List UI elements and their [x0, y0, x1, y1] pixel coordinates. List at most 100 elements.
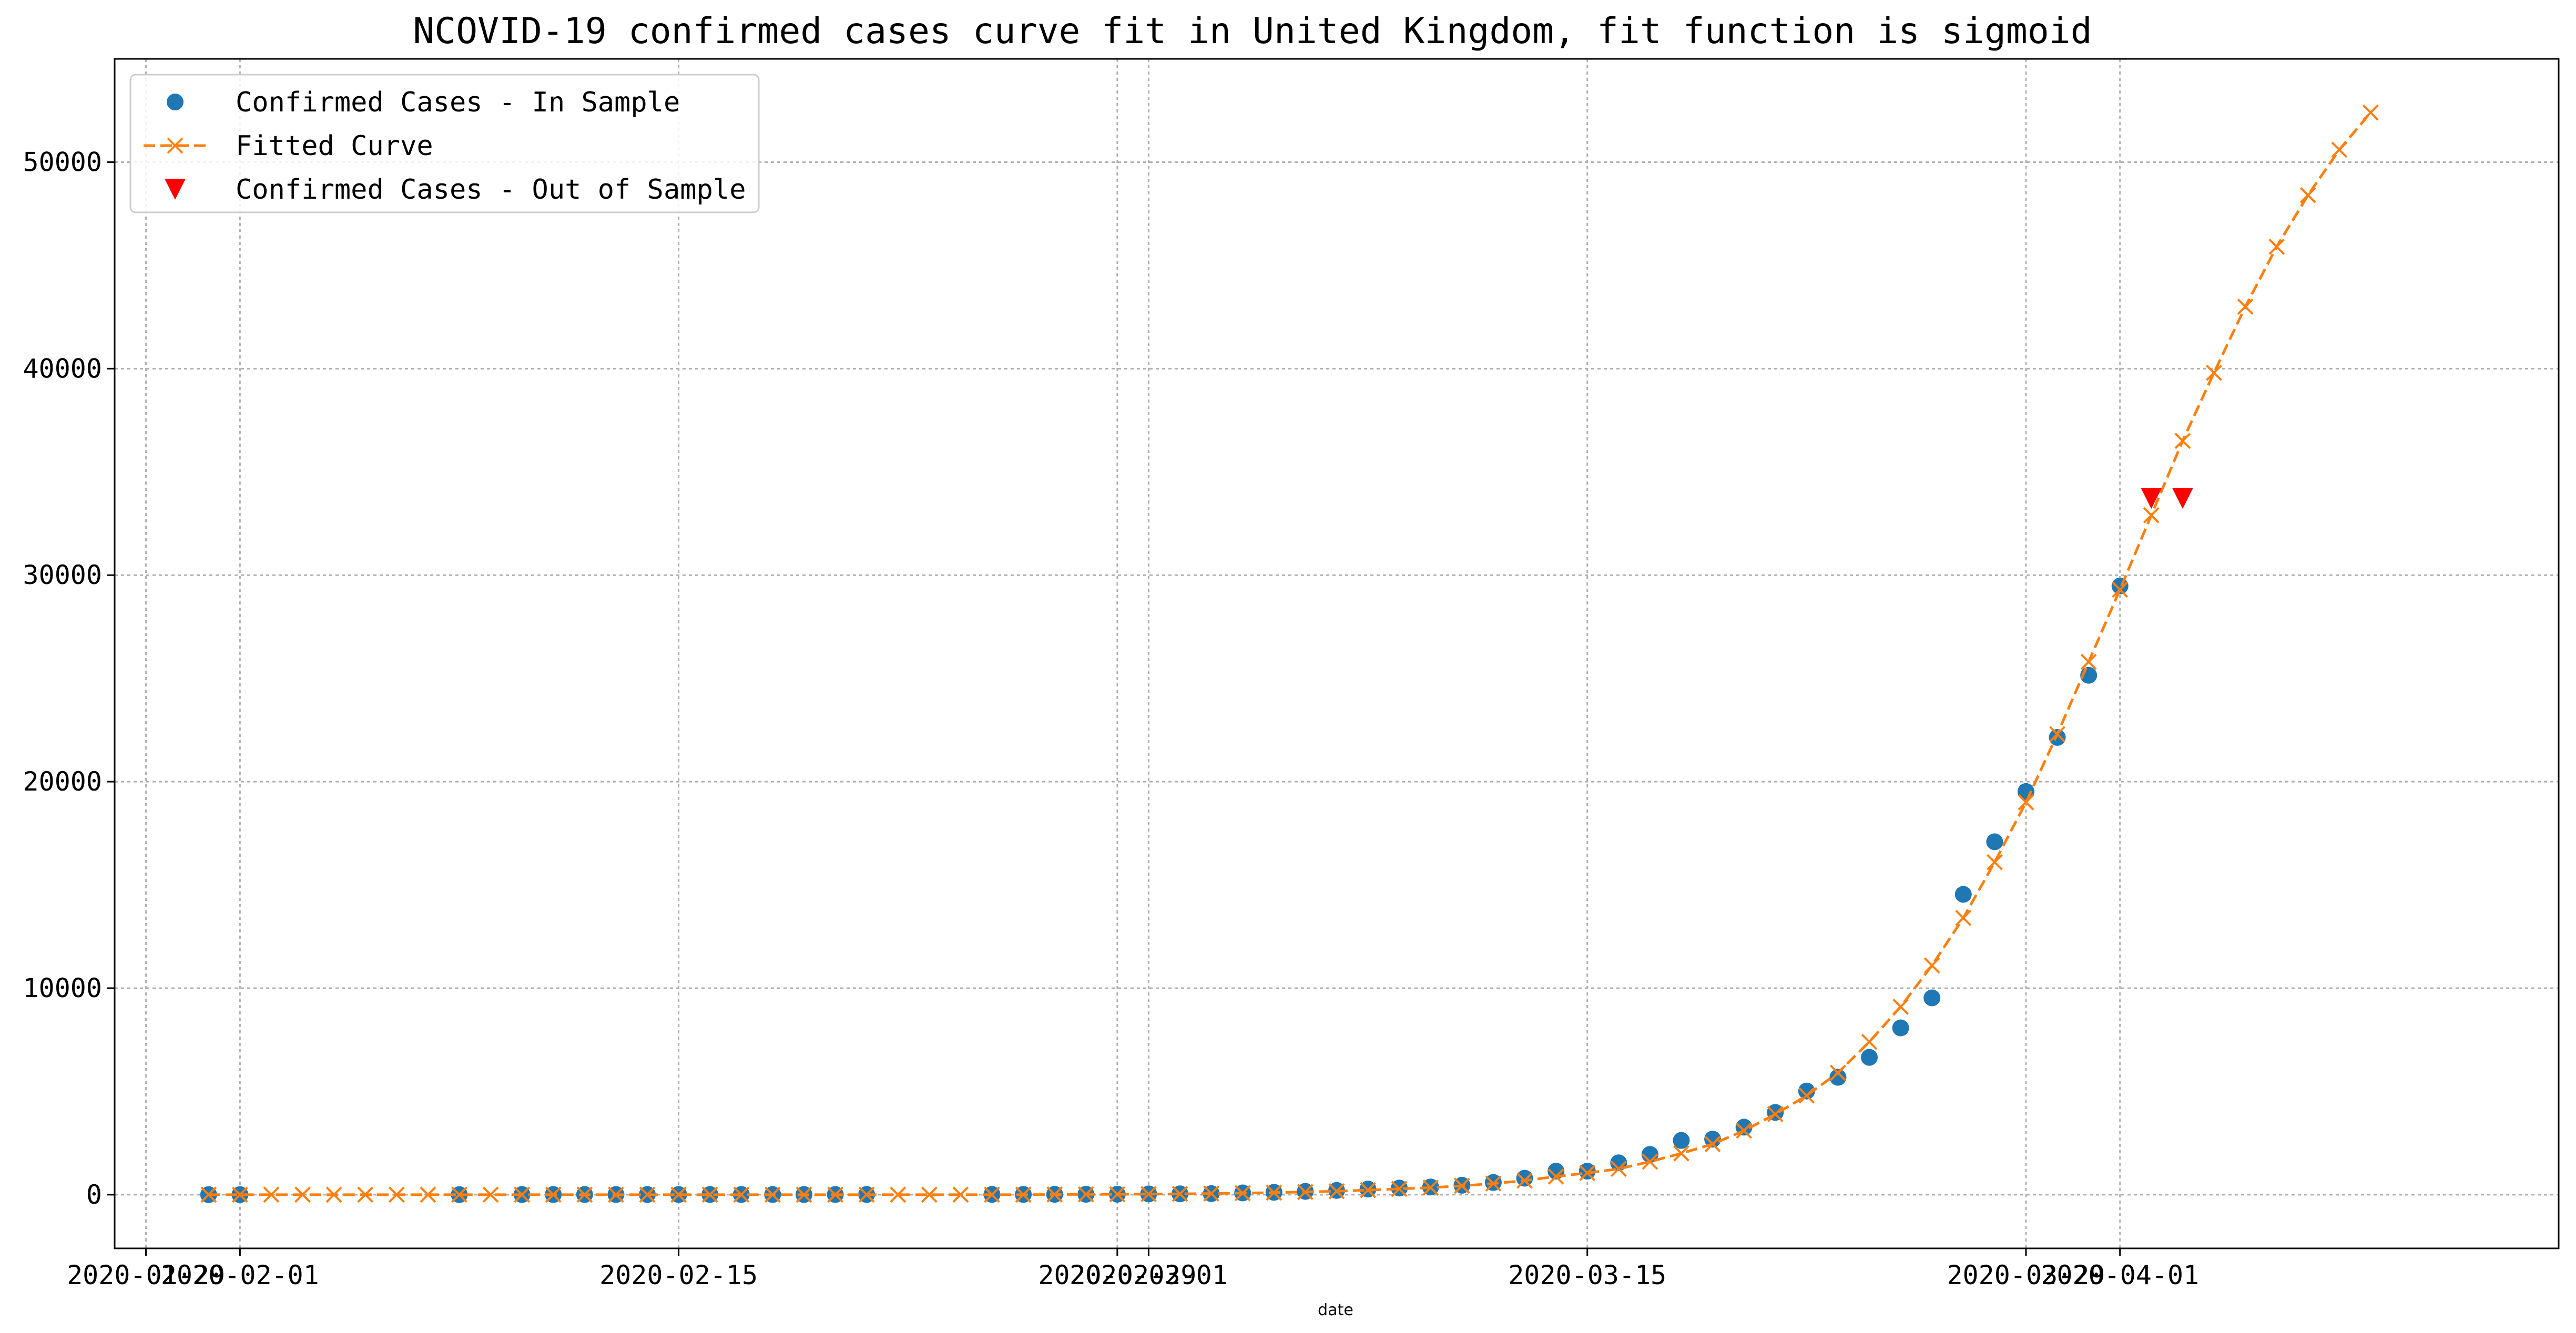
fitted-point	[2331, 141, 2348, 158]
in-sample-point	[1892, 1019, 1909, 1037]
fitted-point	[1266, 1184, 1282, 1201]
fitted-point	[231, 1186, 248, 1203]
x-tick-label: 2020-03-29	[1947, 1260, 2105, 1290]
fitted-point	[2363, 104, 2379, 121]
in-sample-point	[1923, 989, 1941, 1007]
fitted-point	[1141, 1186, 1157, 1203]
fitted-point	[1077, 1186, 1094, 1203]
fitted-point	[827, 1186, 843, 1203]
fitted-point	[890, 1186, 907, 1203]
fitted-point	[1360, 1182, 1377, 1198]
chart-title: NCOVID-19 confirmed cases curve fit in U…	[413, 11, 2092, 52]
fitted-point	[1485, 1175, 1502, 1192]
fitted-point	[2049, 726, 2065, 743]
series-0	[200, 577, 2129, 1203]
grid	[115, 59, 2559, 1248]
fitted-point	[858, 1186, 875, 1203]
in-sample-point	[1861, 1049, 1878, 1066]
in-sample-point	[1986, 833, 2003, 850]
fitted-point	[1798, 1087, 1815, 1104]
fitted-point	[200, 1186, 217, 1203]
fitted-point	[1328, 1183, 1345, 1199]
legend-label: Confirmed Cases - Out of Sample	[236, 174, 746, 206]
fitted-point	[2174, 433, 2191, 449]
x-tick-label: 2020-01-29	[67, 1260, 225, 1290]
fitted-point	[1736, 1122, 1753, 1139]
fitted-point	[1391, 1181, 1408, 1197]
fitted-point	[2143, 507, 2160, 524]
y-tick-label: 20000	[23, 766, 102, 797]
in-sample-point	[1954, 886, 1972, 903]
in-sample-point	[1579, 1163, 1596, 1180]
fitted-point	[514, 1186, 531, 1203]
fitted-point	[1830, 1064, 1846, 1081]
fitted-point	[1767, 1106, 1784, 1123]
in-sample-point	[1673, 1132, 1690, 1149]
fitted-point	[984, 1186, 1000, 1203]
x-tick-label: 2020-02-29	[1038, 1260, 1196, 1290]
legend-item: Fitted Curve	[144, 130, 433, 162]
fitted-point	[263, 1186, 280, 1203]
x-tick-label: 2020-04-01	[2041, 1260, 2199, 1290]
y-axis-ticks: 0 10000 20000 30000 40000 50000	[23, 147, 115, 1210]
plot-series	[200, 104, 2379, 1203]
fitted-point	[1673, 1145, 1689, 1162]
fitted-point	[1203, 1185, 1220, 1202]
fitted-point	[357, 1186, 374, 1203]
legend: Confirmed Cases - In Sample Fitted Curve C…	[129, 74, 760, 213]
fitted-point	[608, 1186, 624, 1203]
fitted-curve-line	[208, 111, 2372, 1196]
fitted-point	[1297, 1184, 1314, 1201]
fitted-point	[545, 1186, 562, 1203]
y-tick-label: 30000	[23, 560, 102, 590]
out-of-sample-point	[2141, 488, 2162, 509]
fitted-point	[1986, 854, 2003, 870]
in-sample-point	[1798, 1082, 1815, 1100]
fitted-point	[764, 1186, 781, 1203]
fitted-point	[1015, 1186, 1032, 1203]
in-sample-point	[1516, 1170, 1533, 1187]
legend-frame	[129, 74, 760, 213]
fitted-point	[451, 1186, 467, 1203]
fitted-point	[1172, 1185, 1188, 1202]
fitted-point	[639, 1186, 656, 1203]
y-tick-label: 50000	[23, 147, 102, 177]
fitted-point	[420, 1186, 436, 1203]
fitted-point	[2268, 239, 2285, 255]
legend-item: Confirmed Cases - In Sample	[167, 87, 680, 118]
fitted-point	[670, 1186, 687, 1203]
plot-frame	[114, 58, 2560, 1249]
legend-label: Fitted Curve	[236, 130, 433, 162]
fitted-point	[1642, 1153, 1658, 1170]
in-sample-point	[1829, 1069, 1847, 1086]
fitted-point	[1704, 1136, 1721, 1153]
x-tick-label: 2020-03-15	[1508, 1260, 1666, 1290]
fitted-point	[1547, 1168, 1564, 1185]
legend-marker	[167, 94, 184, 110]
legend-label: Confirmed Cases - In Sample	[236, 87, 680, 118]
y-tick-label: 40000	[23, 353, 102, 384]
series-1	[200, 104, 2379, 1203]
in-sample-point	[1704, 1131, 1722, 1148]
legend-marker	[167, 137, 184, 154]
fitted-point	[921, 1186, 938, 1203]
fitted-point	[1422, 1180, 1439, 1196]
fitted-point	[325, 1186, 342, 1203]
fitted-point	[733, 1186, 750, 1203]
in-sample-point	[2049, 729, 2066, 746]
fitted-point	[952, 1186, 969, 1203]
fitted-point	[388, 1186, 405, 1203]
x-axis-label: date	[1318, 1301, 1353, 1319]
out-of-sample-point	[2172, 488, 2193, 509]
fitted-point	[2237, 299, 2254, 315]
fitted-point	[1955, 909, 1972, 926]
fitted-point	[1610, 1161, 1627, 1177]
fitted-point	[1861, 1033, 1878, 1050]
y-tick-label: 10000	[23, 973, 102, 1003]
fitted-point	[701, 1186, 718, 1203]
x-tick-label: 2020-02-15	[599, 1260, 758, 1290]
fitted-point	[2112, 581, 2129, 598]
series-2	[2141, 488, 2193, 509]
